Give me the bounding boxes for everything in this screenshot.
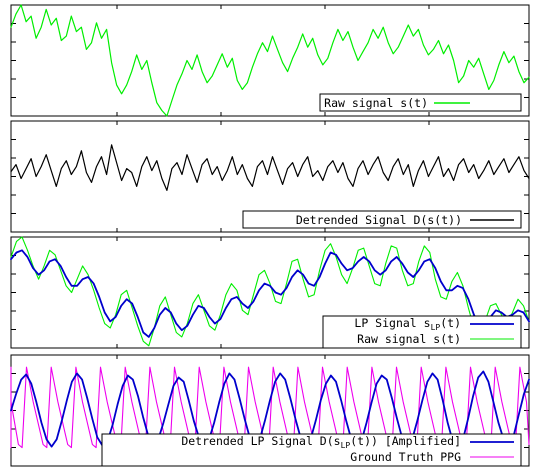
raw-signal-overlay-line <box>10 236 530 347</box>
legend-label-detrended-signal: Detrended Signal D(s(t)) <box>296 213 462 227</box>
detrended-signal-line <box>10 144 530 191</box>
panel-detrended-signal: Detrended Signal D(s(t)) <box>10 120 530 233</box>
panel-2-ticks <box>11 121 529 232</box>
panel-detrended-lp-signal: Detrended LP Signal D(sLP(t)) [Amplified… <box>10 354 530 467</box>
legend-box <box>319 93 522 112</box>
panel-lp-signal: LP Signal sLP(t) Raw signal s(t) <box>10 236 530 349</box>
legend-panel-2: Detrended Signal D(s(t)) <box>242 210 522 229</box>
legend-box <box>101 433 522 467</box>
legend-panel-1: Raw signal s(t) <box>319 93 522 112</box>
panel-1-ticks <box>11 5 529 116</box>
lp-signal-line <box>10 249 530 338</box>
legend-label-raw-signal-overlay: Raw signal s(t) <box>357 332 461 346</box>
legend-label-ground-truth-ppg: Ground Truth PPG <box>350 450 461 464</box>
legend-panel-3: LP Signal sLP(t) Raw signal s(t) <box>322 315 522 349</box>
legend-label-lp-signal: LP Signal sLP(t) <box>354 316 461 332</box>
legend-label-raw-signal: Raw signal s(t) <box>324 96 428 110</box>
legend-label-detrended-lp-signal: Detrended LP Signal D(sLP(t)) [Amplified… <box>181 434 461 450</box>
raw-signal-line <box>10 4 530 117</box>
panel-raw-signal: Raw signal s(t) <box>10 4 530 117</box>
legend-box <box>242 210 522 229</box>
legend-box <box>322 315 522 349</box>
detrended-lp-signal-line <box>10 370 530 449</box>
legend-panel-4: Detrended LP Signal D(sLP(t)) [Amplified… <box>101 433 522 467</box>
